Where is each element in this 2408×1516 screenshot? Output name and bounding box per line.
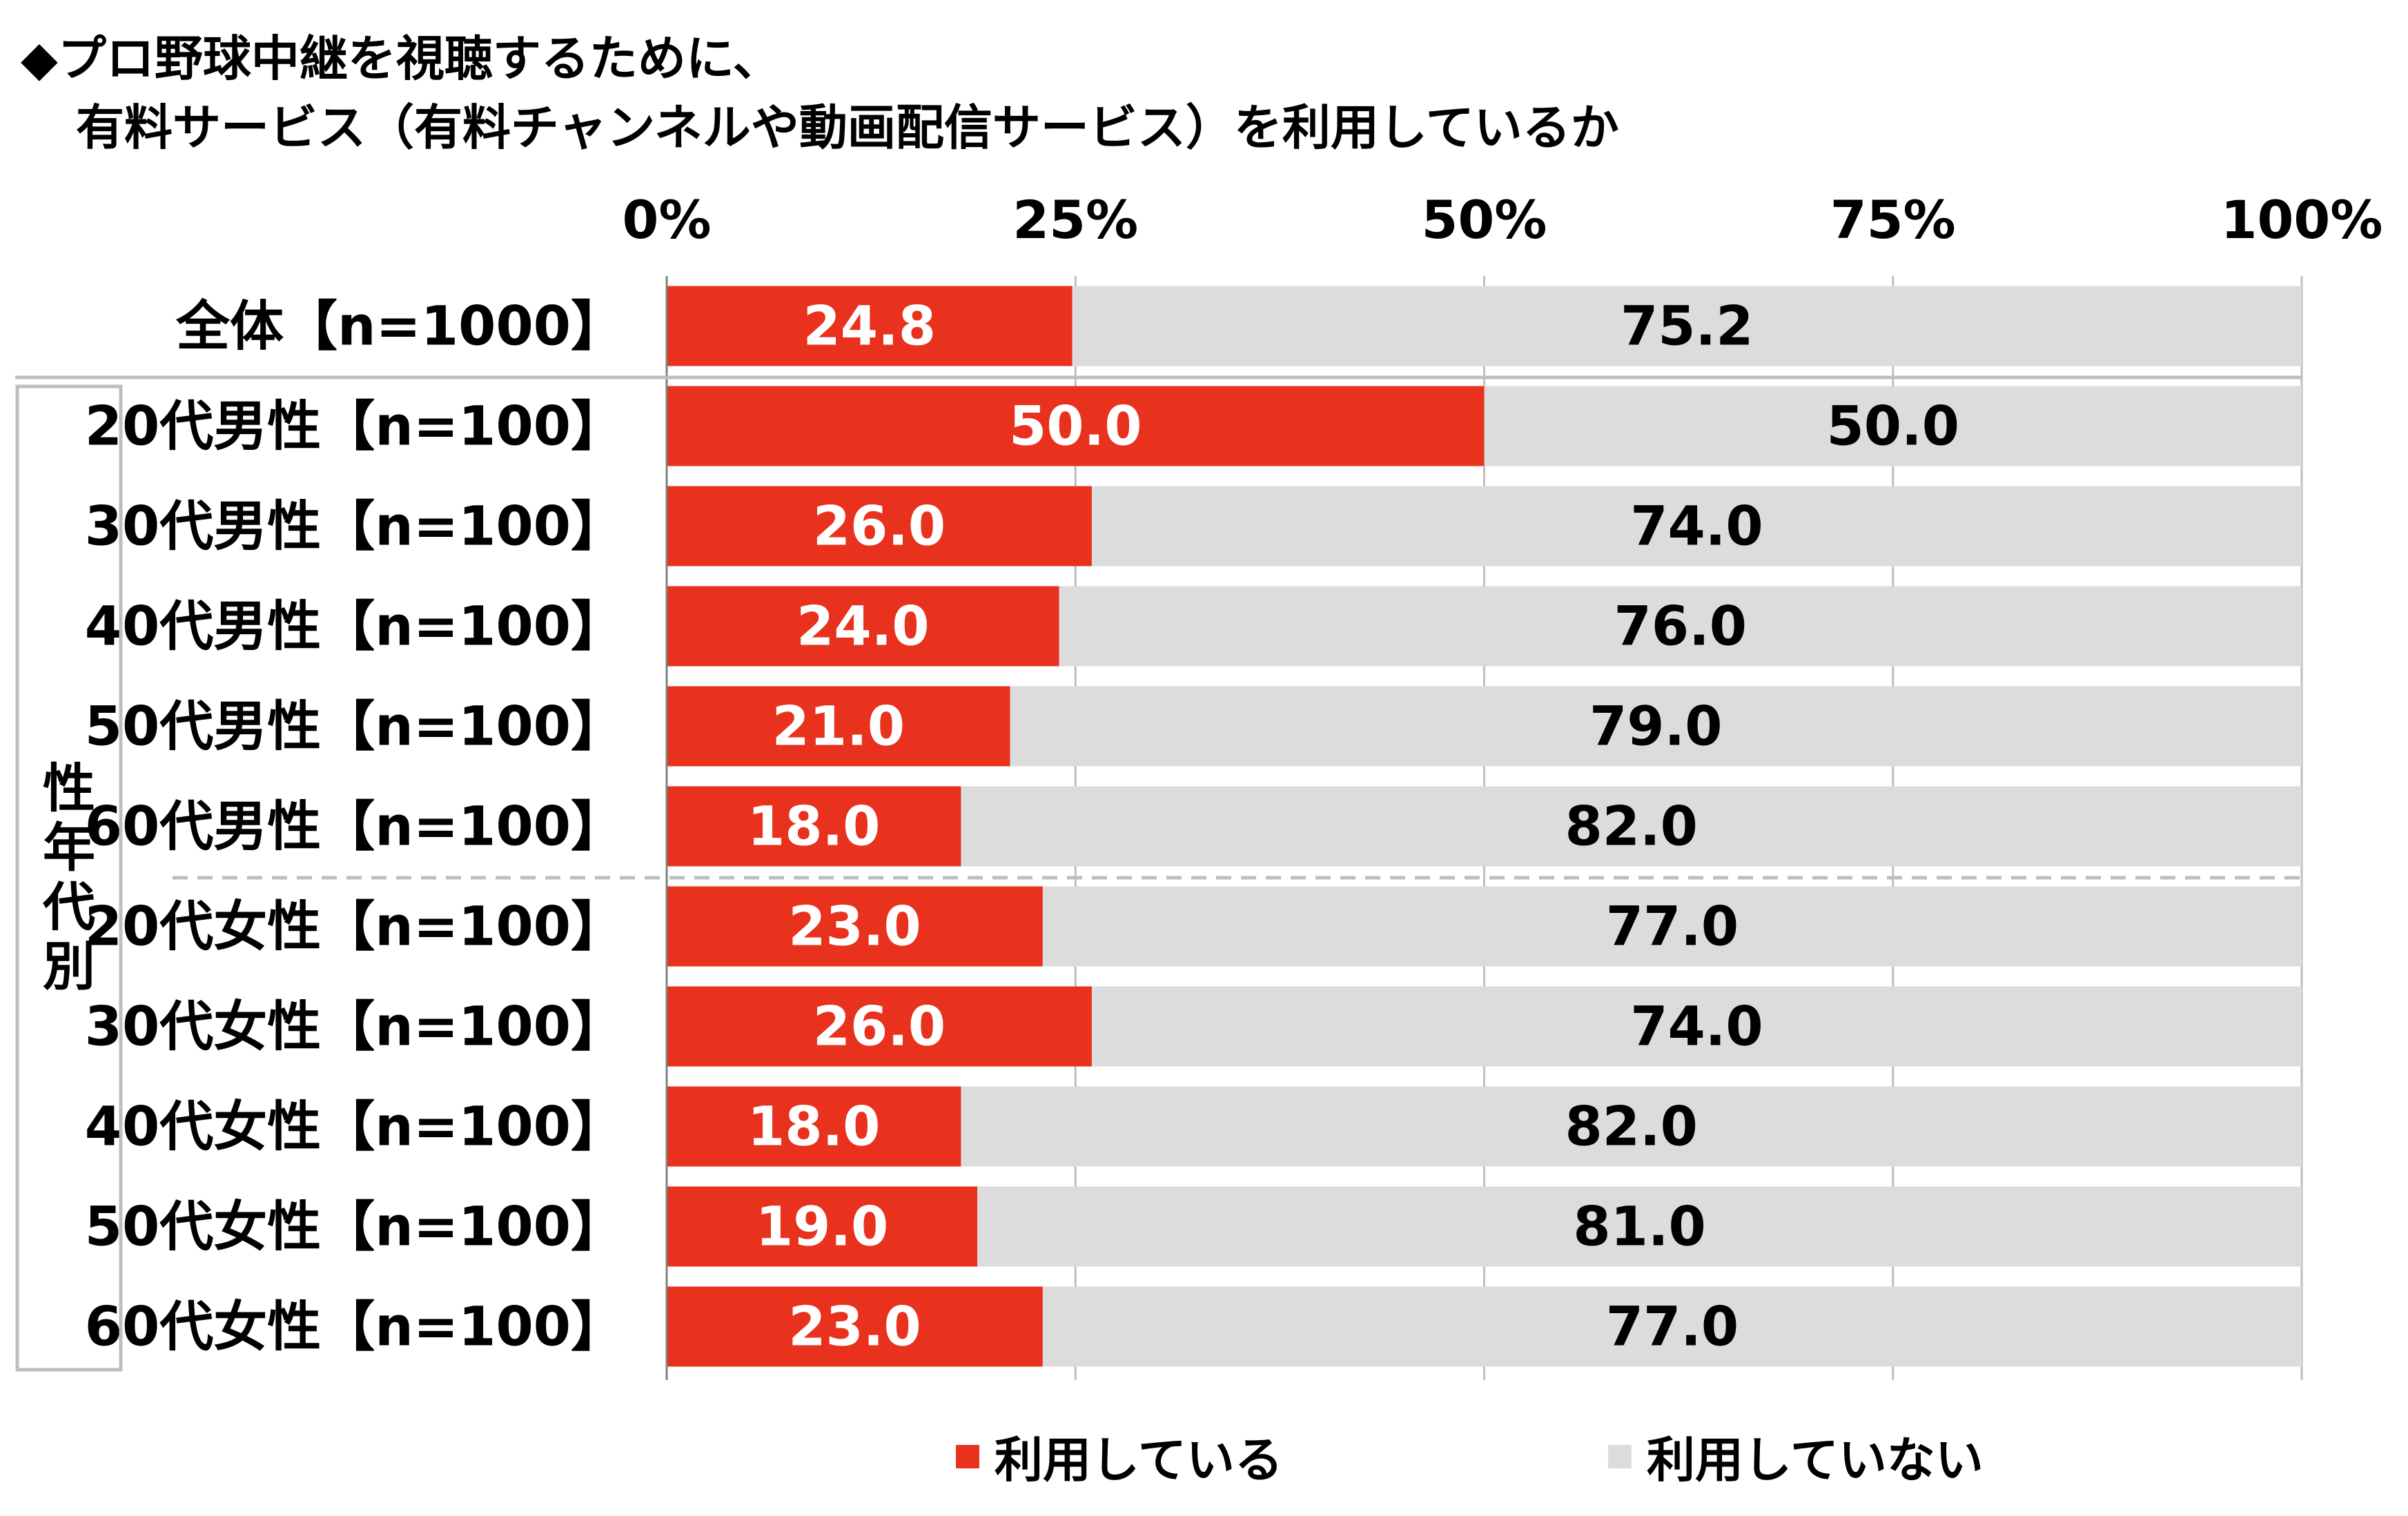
bar-not-used bbox=[961, 1086, 2302, 1167]
data-label-not-used: 82.0 bbox=[1565, 796, 1697, 858]
data-label-used: 50.0 bbox=[1009, 396, 1142, 458]
bar-not-used bbox=[1091, 486, 2302, 567]
legend-label-used: 利用している bbox=[995, 1432, 1283, 1488]
data-label-not-used: 77.0 bbox=[1606, 1297, 1739, 1359]
data-label-not-used: 81.0 bbox=[1573, 1197, 1705, 1259]
category-label: 60代女性【n=100】 bbox=[85, 1297, 625, 1359]
bar-used bbox=[667, 686, 1010, 767]
data-label-used: 23.0 bbox=[788, 1297, 921, 1359]
group-bracket bbox=[15, 384, 123, 1372]
bar-not-used bbox=[977, 1186, 2302, 1267]
chart-title-line-2: 有料サービス（有料チャンネルや動画配信サービス）を利用しているか bbox=[76, 99, 1619, 156]
bar-used bbox=[667, 586, 1059, 667]
group-label-char: 年 bbox=[43, 817, 95, 878]
group-label-char: 性 bbox=[43, 758, 95, 819]
category-label: 30代男性【n=100】 bbox=[85, 496, 625, 558]
data-label-used: 24.0 bbox=[796, 596, 929, 658]
bar-used bbox=[667, 286, 1073, 366]
data-label-not-used: 74.0 bbox=[1630, 496, 1763, 558]
data-label-not-used: 79.0 bbox=[1589, 696, 1722, 758]
data-label-used: 24.8 bbox=[803, 296, 936, 358]
data-label-not-used: 50.0 bbox=[1827, 396, 1959, 458]
bar-used bbox=[667, 886, 1043, 967]
data-label-used: 23.0 bbox=[788, 896, 921, 958]
bar-not-used bbox=[1042, 886, 2302, 967]
x-tick-label: 25% bbox=[1012, 189, 1138, 250]
x-tick-label: 100% bbox=[2221, 189, 2383, 250]
bar-not-used bbox=[1484, 386, 2302, 466]
group-label-char: 代 bbox=[42, 876, 95, 938]
bar-used bbox=[667, 786, 961, 867]
data-label-used: 18.0 bbox=[747, 796, 880, 858]
category-label: 50代女性【n=100】 bbox=[85, 1197, 625, 1259]
category-label: 50代男性【n=100】 bbox=[85, 696, 625, 758]
bar-used bbox=[667, 1286, 1043, 1367]
legend-label-not-used: 利用していない bbox=[1647, 1432, 1984, 1488]
category-label: 40代女性【n=100】 bbox=[85, 1096, 625, 1159]
chart-title-line-1: ◆プロ野球中継を視聴するために、 bbox=[21, 30, 781, 87]
data-label-used: 19.0 bbox=[756, 1197, 888, 1259]
bar-used bbox=[667, 486, 1092, 567]
bar-not-used bbox=[961, 786, 2302, 867]
data-label-not-used: 76.0 bbox=[1614, 596, 1747, 658]
category-label: 40代男性【n=100】 bbox=[85, 596, 625, 658]
data-label-not-used: 82.0 bbox=[1565, 1096, 1697, 1159]
data-label-not-used: 74.0 bbox=[1630, 996, 1763, 1059]
data-label-not-used: 77.0 bbox=[1606, 896, 1739, 958]
category-label: 20代男性【n=100】 bbox=[85, 396, 625, 458]
bar-used bbox=[667, 386, 1485, 466]
data-label-used: 18.0 bbox=[747, 1096, 880, 1159]
bar-used bbox=[667, 1086, 961, 1167]
bar-not-used bbox=[1010, 686, 2302, 767]
legend-swatch-not-used bbox=[1608, 1444, 1632, 1468]
legend-item-used: 利用している bbox=[956, 1421, 1283, 1491]
category-label: 20代女性【n=100】 bbox=[85, 896, 625, 958]
bar-not-used bbox=[1091, 986, 2302, 1067]
data-label-not-used: 75.2 bbox=[1621, 296, 1753, 358]
bar-used bbox=[667, 986, 1092, 1067]
x-tick-label: 75% bbox=[1830, 189, 1956, 250]
category-label: 30代女性【n=100】 bbox=[85, 996, 625, 1059]
category-label: 60代男性【n=100】 bbox=[85, 796, 625, 858]
x-tick-label: 50% bbox=[1422, 189, 1547, 250]
data-label-used: 21.0 bbox=[772, 696, 905, 758]
category-label: 全体【n=1000】 bbox=[175, 296, 625, 358]
bar-not-used bbox=[1042, 1286, 2302, 1367]
bar-used bbox=[667, 1186, 978, 1267]
legend-swatch-used bbox=[956, 1444, 979, 1468]
legend-item-not-used: 利用していない bbox=[1608, 1421, 1984, 1491]
bar-not-used bbox=[1072, 286, 2302, 366]
x-tick-label: 0% bbox=[622, 189, 711, 250]
group-label-char: 別 bbox=[43, 936, 95, 997]
data-label-used: 26.0 bbox=[813, 996, 946, 1059]
data-label-used: 26.0 bbox=[813, 496, 946, 558]
bar-not-used bbox=[1059, 586, 2302, 667]
